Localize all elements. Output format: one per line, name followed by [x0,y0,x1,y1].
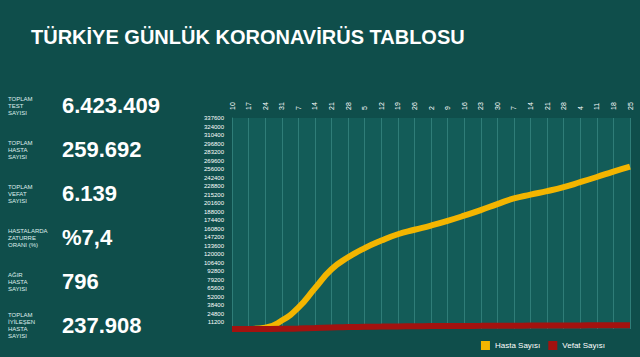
svg-text:5: 5 [361,106,368,110]
svg-text:256000: 256000 [204,166,225,172]
svg-text:17: 17 [245,102,252,110]
svg-text:2: 2 [428,106,435,110]
svg-text:79200: 79200 [207,277,224,283]
html-text:237.908: 237.908 [62,313,142,338]
svg-text:160800: 160800 [204,226,225,232]
svg-text:65600: 65600 [207,285,224,291]
svg-text:10: 10 [229,102,236,110]
svg-text:242400: 242400 [204,175,225,181]
html-text:%7,4: %7,4 [62,225,113,250]
svg-text:23: 23 [477,102,484,110]
html-text:HASTALARDA ZATURRE ORANI (%): HASTALARDA ZATURRE ORANI (%) [8,227,48,248]
svg-text:12: 12 [378,102,385,110]
html-text:TOPLAM HASTA SAYISI: TOPLAM HASTA SAYISI [8,139,33,160]
svg-text:120000: 120000 [204,251,225,257]
svg-text:16: 16 [461,102,468,110]
svg-text:188000: 188000 [204,209,225,215]
svg-text:30: 30 [494,102,501,110]
svg-text:Hasta Sayısı: Hasta Sayısı [495,341,540,350]
svg-text:24800: 24800 [207,311,224,317]
svg-text:147200: 147200 [204,234,225,240]
html-text:6.423.409: 6.423.409 [62,93,160,118]
svg-text:11: 11 [593,103,600,110]
svg-text:324000: 324000 [204,124,225,130]
svg-text:9: 9 [444,106,451,110]
svg-text:31: 31 [278,102,285,110]
svg-text:215200: 215200 [204,192,225,198]
svg-text:283200: 283200 [204,149,225,155]
svg-text:4: 4 [577,106,584,110]
svg-text:14: 14 [311,102,318,110]
svg-text:133600: 133600 [204,243,225,249]
svg-text:Vefat Sayısı: Vefat Sayısı [562,341,605,350]
html-text:AĞIR HASTA SAYISI: AĞIR HASTA SAYISI [8,271,28,292]
svg-text:38400: 38400 [207,302,224,308]
svg-text:228800: 228800 [204,183,225,189]
svg-text:TÜRKİYE GÜNLÜK KORONAVİRÜS TAB: TÜRKİYE GÜNLÜK KORONAVİRÜS TABLOSU [31,26,465,48]
svg-text:14: 14 [527,102,534,110]
html-text:TOPLAM TEST SAYISI: TOPLAM TEST SAYISI [8,95,33,116]
svg-text:106400: 106400 [204,260,225,266]
svg-text:18: 18 [610,102,617,110]
svg-text:337600: 337600 [204,115,225,121]
svg-text:201600: 201600 [204,200,225,206]
html-text:6.139: 6.139 [62,181,118,206]
svg-text:7: 7 [510,106,517,110]
html-text:TOPLAM VEFAT SAYISI: TOPLAM VEFAT SAYISI [8,183,33,204]
svg-text:21: 21 [544,102,551,110]
svg-text:28: 28 [345,102,352,110]
svg-text:25: 25 [627,102,634,110]
svg-text:52000: 52000 [207,294,224,300]
svg-text:269600: 269600 [204,158,225,164]
html-text:796: 796 [62,269,99,294]
svg-text:24: 24 [262,102,269,110]
svg-text:11200: 11200 [208,319,225,325]
html-text:259.692: 259.692 [62,137,142,162]
html-text:TOPLAM İYİLEŞEN HASTA SAYISI: TOPLAM İYİLEŞEN HASTA SAYISI [8,312,35,339]
svg-text:92800: 92800 [207,268,224,274]
svg-text:7: 7 [295,106,302,110]
svg-text:26: 26 [411,102,418,110]
svg-text:174400: 174400 [204,217,225,223]
svg-text:21: 21 [328,102,335,110]
svg-text:310400: 310400 [204,132,225,138]
svg-text:296800: 296800 [204,141,225,147]
svg-text:19: 19 [394,102,401,110]
svg-text:28: 28 [560,102,567,110]
